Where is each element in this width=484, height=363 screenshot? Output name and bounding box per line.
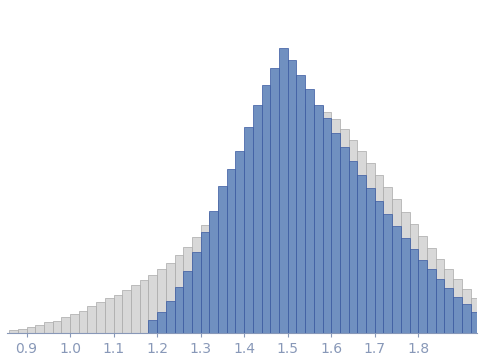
Bar: [261, 85, 270, 333]
Bar: [331, 134, 340, 333]
Bar: [192, 237, 201, 333]
Bar: [418, 236, 427, 333]
Bar: [392, 226, 401, 333]
Bar: [305, 89, 314, 333]
Bar: [175, 287, 183, 333]
Bar: [122, 290, 131, 333]
Bar: [287, 60, 296, 333]
Bar: [270, 125, 279, 333]
Bar: [244, 127, 253, 333]
Bar: [157, 312, 166, 333]
Bar: [253, 105, 261, 333]
Bar: [201, 225, 210, 333]
Bar: [401, 212, 409, 333]
Bar: [409, 224, 418, 333]
Bar: [166, 301, 175, 333]
Bar: [210, 211, 218, 333]
Bar: [227, 188, 236, 333]
Bar: [348, 140, 357, 333]
Bar: [462, 289, 470, 333]
Bar: [183, 246, 192, 333]
Bar: [210, 213, 218, 333]
Bar: [149, 275, 157, 333]
Bar: [79, 311, 88, 333]
Bar: [383, 187, 392, 333]
Bar: [27, 327, 35, 333]
Bar: [44, 322, 53, 333]
Bar: [436, 259, 444, 333]
Bar: [418, 260, 427, 333]
Bar: [270, 68, 279, 333]
Bar: [35, 325, 44, 333]
Bar: [427, 248, 436, 333]
Bar: [88, 306, 96, 333]
Bar: [375, 201, 383, 333]
Bar: [227, 169, 236, 333]
Bar: [236, 174, 244, 333]
Bar: [348, 161, 357, 333]
Bar: [96, 302, 105, 333]
Bar: [296, 105, 305, 333]
Bar: [53, 321, 61, 333]
Bar: [409, 249, 418, 333]
Bar: [375, 175, 383, 333]
Bar: [244, 160, 253, 333]
Bar: [462, 304, 470, 333]
Bar: [340, 129, 348, 333]
Bar: [322, 112, 331, 333]
Bar: [470, 312, 479, 333]
Bar: [453, 297, 462, 333]
Bar: [392, 199, 401, 333]
Bar: [383, 214, 392, 333]
Bar: [253, 148, 261, 333]
Bar: [444, 288, 453, 333]
Bar: [470, 298, 479, 333]
Bar: [444, 269, 453, 333]
Bar: [149, 320, 157, 333]
Bar: [314, 105, 322, 333]
Bar: [322, 118, 331, 333]
Bar: [261, 136, 270, 333]
Bar: [140, 280, 149, 333]
Bar: [236, 151, 244, 333]
Bar: [401, 238, 409, 333]
Bar: [105, 298, 114, 333]
Bar: [314, 106, 322, 333]
Bar: [331, 119, 340, 333]
Bar: [9, 330, 18, 333]
Bar: [436, 279, 444, 333]
Bar: [427, 269, 436, 333]
Bar: [340, 147, 348, 333]
Bar: [296, 76, 305, 333]
Bar: [166, 263, 175, 333]
Bar: [287, 109, 296, 333]
Bar: [70, 314, 79, 333]
Bar: [175, 256, 183, 333]
Bar: [157, 269, 166, 333]
Bar: [18, 329, 27, 333]
Bar: [279, 116, 287, 333]
Bar: [357, 175, 366, 333]
Bar: [218, 200, 227, 333]
Bar: [131, 285, 140, 333]
Bar: [366, 188, 375, 333]
Bar: [114, 294, 122, 333]
Bar: [61, 317, 70, 333]
Bar: [279, 48, 287, 333]
Bar: [183, 271, 192, 333]
Bar: [366, 163, 375, 333]
Bar: [357, 151, 366, 333]
Bar: [453, 279, 462, 333]
Bar: [192, 252, 201, 333]
Bar: [218, 185, 227, 333]
Bar: [201, 232, 210, 333]
Bar: [305, 104, 314, 333]
